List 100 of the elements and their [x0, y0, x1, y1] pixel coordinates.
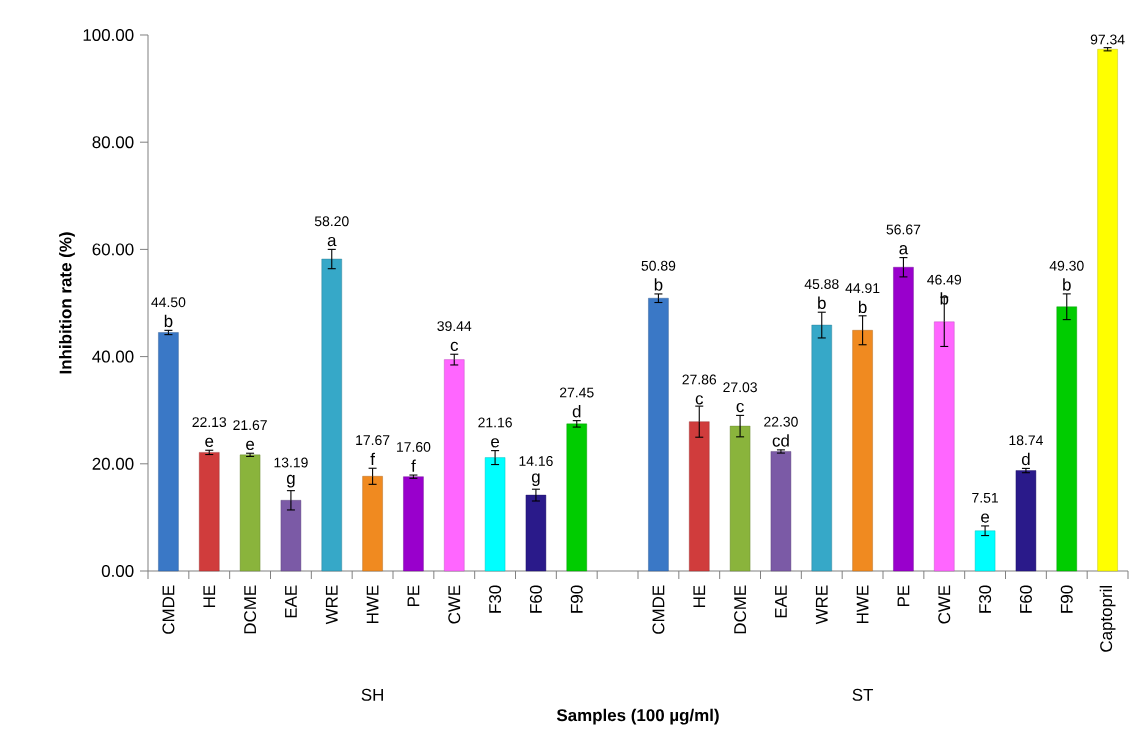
bar	[280, 500, 302, 572]
x-tick-label: F90	[1060, 585, 1073, 613]
x-tick-label: DCME	[244, 585, 257, 634]
y-tick-label: 60.00	[92, 243, 134, 256]
y-tick-label: 80.00	[92, 136, 134, 149]
data-label: 21.16	[478, 417, 512, 428]
annotation: b	[164, 314, 173, 328]
text: ST	[852, 688, 874, 701]
y-axis-title: Inhibition rate (%)	[59, 232, 75, 374]
y-tick-label: 40.00	[92, 350, 134, 363]
bar	[934, 321, 955, 572]
data-label: 22.13	[192, 417, 227, 428]
data-label: 49.30	[1049, 260, 1084, 271]
x-tick-label: Captopril	[1099, 585, 1116, 652]
annotation: a	[899, 245, 909, 255]
data-label: 39.44	[437, 321, 472, 332]
data-label: 21.67	[233, 420, 267, 431]
data-label: 50.89	[641, 260, 676, 271]
bar	[362, 476, 383, 572]
y-tick-label: 20.00	[92, 457, 134, 470]
bar	[811, 324, 832, 572]
bar	[403, 476, 424, 572]
x-tick-label: HE	[693, 585, 706, 607]
bar	[1015, 470, 1037, 572]
annotation: d	[572, 405, 581, 418]
text: SH	[361, 688, 383, 701]
data-label: 97.34	[1090, 34, 1125, 45]
annotation: b	[1063, 278, 1071, 291]
bar	[770, 451, 792, 572]
y-tick-label: 0.00	[101, 565, 134, 577]
annotation: a	[327, 236, 337, 247]
x-axis-title: Samples (100 µg/ml)	[556, 708, 719, 725]
annotation: b	[654, 278, 663, 291]
data-label: 56.67	[886, 224, 921, 235]
x-tick-label: WRE	[815, 585, 828, 625]
x-tick-label: F90	[570, 585, 583, 613]
bar	[729, 425, 751, 572]
x-tick-label: CMDE	[652, 585, 665, 634]
bar	[974, 530, 996, 572]
data-label: 27.03	[723, 382, 757, 393]
x-tick-label: WRE	[325, 585, 338, 625]
x-tick-label: EAE	[285, 585, 297, 618]
data-label: 27.86	[682, 374, 717, 385]
annotation: e	[246, 440, 255, 451]
bar	[525, 494, 547, 572]
x-tick-label: HWE	[856, 585, 869, 623]
x-tick-label: F60	[1019, 585, 1032, 613]
x-tick-label: HE	[203, 585, 216, 607]
x-tick-label: F60	[529, 585, 542, 613]
x-tick-label: PE	[407, 585, 420, 607]
bar	[893, 267, 914, 572]
bar	[1097, 49, 1118, 572]
bar	[1056, 306, 1077, 572]
data-label: 45.88	[804, 279, 839, 290]
x-tick-label: DCME	[734, 585, 747, 634]
data-label: 14.16	[519, 456, 553, 467]
x-tick-label: CWE	[448, 585, 461, 624]
data-label: 7.51	[972, 492, 998, 503]
annotation: g	[531, 473, 540, 487]
annotation: d	[1021, 452, 1030, 466]
data-label: 22.30	[764, 416, 798, 427]
annotation: b	[858, 300, 867, 314]
data-label: 44.50	[151, 297, 186, 308]
x-tick-label: EAE	[775, 585, 787, 618]
annotation: cd	[772, 434, 789, 447]
data-label: 17.67	[356, 435, 390, 446]
bar	[648, 298, 669, 572]
bar	[689, 421, 710, 572]
annotation: b	[818, 296, 826, 310]
data-label: 17.60	[397, 441, 431, 452]
data-label: 58.20	[314, 216, 349, 227]
annotation: e	[205, 437, 214, 448]
annotation: g	[286, 474, 295, 488]
data-label: 46.49	[927, 274, 962, 285]
data-label: 18.74	[1009, 435, 1043, 446]
x-tick-label: CWE	[938, 585, 951, 624]
data-label: 27.45	[560, 387, 594, 398]
x-tick-label: HWE	[366, 585, 379, 623]
annotation: c	[450, 341, 459, 352]
bar	[852, 330, 873, 572]
y-tick-label: 100.00	[83, 29, 134, 41]
x-tick-label: F30	[489, 585, 502, 613]
annotation: f	[411, 459, 416, 472]
annotation: e	[491, 438, 500, 448]
annotation: c	[695, 395, 704, 405]
annotation: c	[736, 402, 744, 413]
annotation: f	[370, 452, 375, 466]
annotation: e	[981, 513, 990, 523]
x-tick-label: F30	[979, 585, 992, 613]
bar	[199, 452, 220, 572]
bar	[321, 258, 342, 572]
data-label: 13.19	[274, 457, 308, 468]
bar	[444, 359, 465, 572]
bar	[158, 332, 179, 572]
data-label: 44.91	[845, 283, 880, 294]
bar	[566, 423, 587, 572]
x-tick-label: PE	[897, 585, 910, 607]
x-tick-label: CMDE	[162, 585, 175, 634]
bar	[239, 454, 261, 572]
bar	[484, 457, 506, 572]
